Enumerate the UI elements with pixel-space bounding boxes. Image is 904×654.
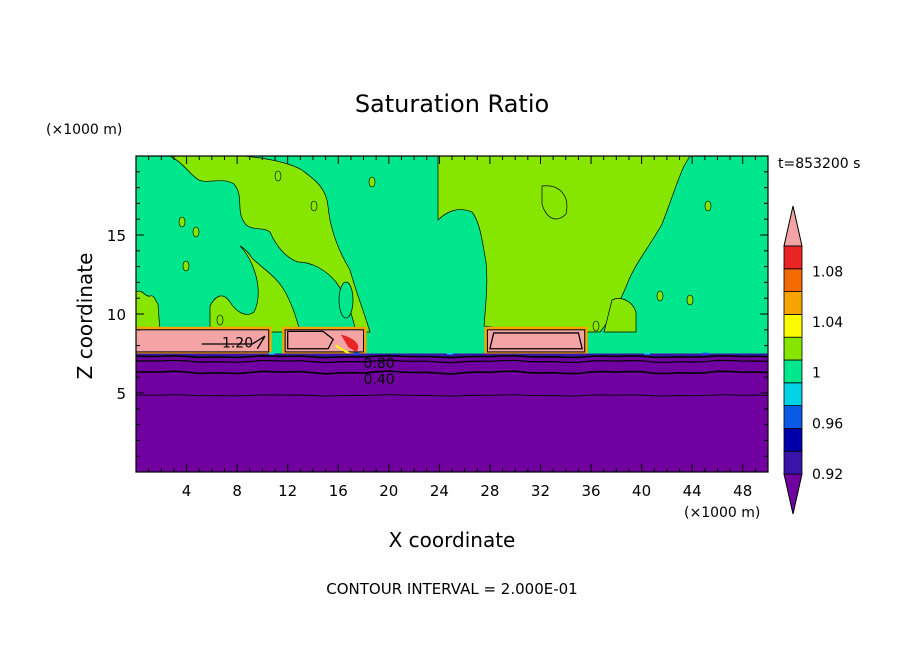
cloud-segment bbox=[486, 329, 586, 353]
x-tick-label: 16 bbox=[329, 482, 348, 500]
colorbar-tick-label: 1.04 bbox=[812, 315, 843, 331]
cloud-segment bbox=[136, 329, 270, 353]
moist-speckle bbox=[192, 226, 200, 238]
x-tick-label: 28 bbox=[480, 482, 499, 500]
x-tick-label: 40 bbox=[632, 482, 651, 500]
transition-band bbox=[136, 353, 768, 357]
contour-label: 1.20 bbox=[222, 335, 253, 351]
cloud-contour-outline bbox=[287, 330, 335, 350]
colorbar-swatch bbox=[783, 405, 803, 429]
y-axis-label: Z coordinate bbox=[73, 253, 97, 380]
contour-interval-footer: CONTOUR INTERVAL = 2.000E-01 bbox=[326, 580, 577, 598]
colorbar-swatch bbox=[783, 313, 803, 338]
colorbar-swatch bbox=[783, 336, 803, 361]
moist-speckle bbox=[182, 260, 190, 272]
contour-label: 0.80 bbox=[364, 356, 395, 372]
colorbar: 0.92 0.96 1 1.04 1.08 bbox=[783, 205, 843, 515]
x-axis: 4 8 12 16 20 24 28 32 36 40 44 48 bbox=[148, 156, 756, 500]
plume-region bbox=[541, 185, 568, 220]
transition-fleck bbox=[446, 352, 453, 355]
moist-speckle bbox=[368, 176, 376, 188]
x-tick-label: 8 bbox=[232, 482, 242, 500]
plume-region bbox=[209, 245, 301, 333]
contour-lines bbox=[136, 354, 768, 397]
x-tick-label: 4 bbox=[182, 482, 192, 500]
colorbar-swatch bbox=[783, 359, 803, 384]
colorbar-swatch bbox=[783, 450, 803, 475]
y-tick-label: 10 bbox=[107, 306, 126, 324]
x-tick-label: 24 bbox=[430, 482, 449, 500]
moist-speckle bbox=[592, 320, 600, 332]
transition-fleck bbox=[644, 352, 651, 355]
colorbar-tick-label: 1.08 bbox=[812, 264, 843, 280]
cloud-contour-outline bbox=[201, 335, 266, 350]
moist-speckle bbox=[310, 200, 318, 212]
transition-fleck bbox=[353, 352, 360, 355]
y-unit-label: (×1000 m) bbox=[46, 122, 122, 138]
x-tick-label: 36 bbox=[581, 482, 600, 500]
colorbar-tick-label: 1 bbox=[812, 366, 821, 382]
moist-plumes bbox=[136, 156, 712, 333]
transition-fleck bbox=[702, 352, 709, 355]
cloud-layer bbox=[136, 326, 588, 357]
moist-speckle bbox=[178, 216, 186, 228]
moist-speckle bbox=[704, 200, 712, 212]
moist-speckle bbox=[216, 314, 224, 326]
plume-region bbox=[136, 290, 161, 333]
stable-layer bbox=[136, 352, 768, 472]
time-label: t=853200 s bbox=[778, 156, 860, 172]
colorbar-tick-label: 0.96 bbox=[812, 416, 843, 432]
x-axis-label: X coordinate bbox=[389, 528, 516, 552]
contour-line bbox=[136, 354, 768, 359]
colorbar-swatch bbox=[783, 245, 803, 270]
chart-title: Saturation Ratio bbox=[355, 90, 549, 118]
contour-line bbox=[136, 370, 768, 375]
x-tick-label: 48 bbox=[733, 482, 752, 500]
x-tick-label: 20 bbox=[379, 482, 398, 500]
dry-pocket bbox=[338, 281, 354, 319]
cloud-contour-outline bbox=[489, 332, 584, 350]
contour-line bbox=[136, 394, 768, 397]
moist-speckle bbox=[686, 294, 694, 306]
y-tick-label: 5 bbox=[116, 385, 126, 403]
contour-field bbox=[136, 156, 768, 472]
x-tick-label: 32 bbox=[531, 482, 550, 500]
plume-region bbox=[603, 298, 637, 333]
colorbar-swatch bbox=[783, 382, 803, 406]
contour-label: 0.40 bbox=[364, 372, 395, 388]
transition-fleck bbox=[268, 352, 275, 355]
x-tick-label: 44 bbox=[683, 482, 702, 500]
x-unit-label: (×1000 m) bbox=[684, 505, 760, 521]
contour-labels: 1.20 0.800.40 bbox=[222, 335, 395, 387]
y-axis: 5 10 15 bbox=[107, 171, 768, 457]
colorbar-swatch bbox=[783, 291, 803, 315]
cloud-core-accent bbox=[340, 334, 359, 352]
colorbar-swatch bbox=[783, 427, 803, 452]
cloud-segment bbox=[284, 329, 365, 353]
colorbar-swatch bbox=[783, 268, 803, 292]
colorbar-tick-label: 0.92 bbox=[812, 467, 843, 483]
moist-speckle bbox=[274, 170, 282, 182]
plume-region bbox=[169, 156, 371, 333]
x-tick-label: 12 bbox=[278, 482, 297, 500]
colorbar-low-extension bbox=[783, 473, 803, 515]
low-saturation-region bbox=[136, 353, 768, 472]
contour-line bbox=[136, 359, 768, 364]
moist-speckle bbox=[656, 290, 664, 302]
colorbar-high-extension bbox=[783, 205, 803, 247]
y-tick-label: 15 bbox=[107, 227, 126, 245]
